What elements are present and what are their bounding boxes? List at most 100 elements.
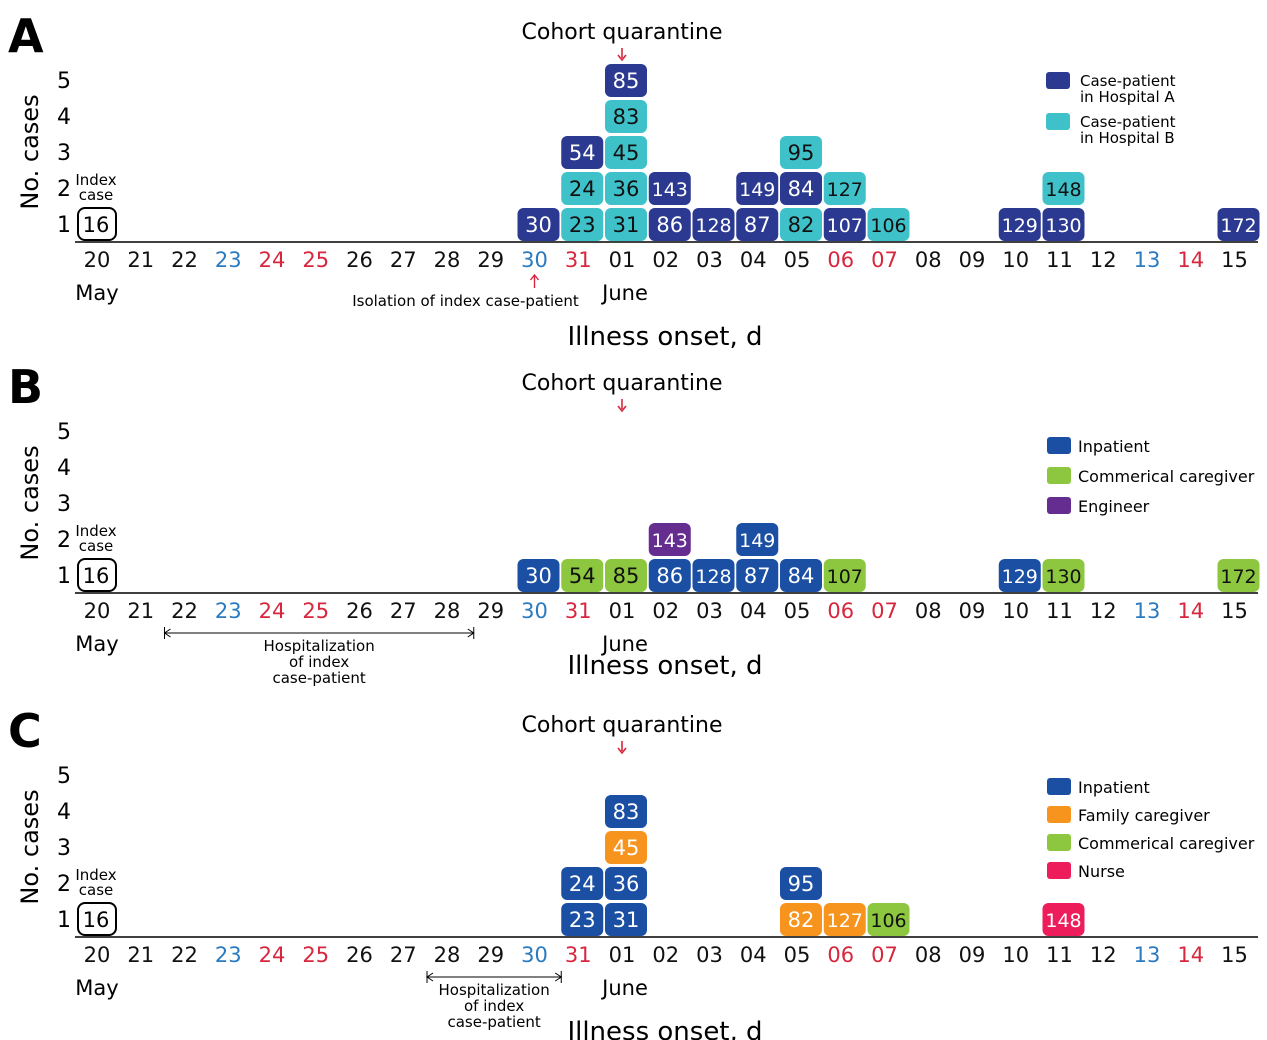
x-tick-label: 15: [1221, 248, 1248, 272]
y-tick-label: 4: [57, 456, 71, 481]
case-id-label: 24: [569, 177, 596, 201]
case-box: 87: [736, 559, 779, 592]
case-box: 84: [780, 559, 822, 592]
case-box-fill: [1217, 208, 1260, 241]
panel-label: C: [8, 704, 42, 758]
legend-swatch: [1047, 834, 1071, 851]
x-tick-label: 22: [171, 599, 198, 623]
case-id-label: 30: [525, 213, 552, 237]
case-box: 30: [517, 559, 560, 592]
x-tick-label: 03: [696, 248, 723, 272]
case-box: 54: [561, 136, 604, 169]
case-id-label: 85: [613, 69, 640, 93]
month-label: May: [75, 281, 118, 305]
case-id-label: 143: [652, 179, 688, 201]
x-tick-label: 04: [740, 599, 767, 623]
chart-title: Cohort quarantine: [522, 371, 723, 396]
x-tick-label: 02: [652, 599, 679, 623]
chart-title: Cohort quarantine: [522, 713, 723, 738]
x-tick-label: 11: [1046, 943, 1073, 967]
y-axis-label: No. cases: [16, 789, 44, 904]
x-tick-label: 26: [346, 943, 373, 967]
case-box: 36: [605, 172, 647, 205]
index-case-box: [77, 207, 117, 241]
case-box: 128: [692, 208, 735, 241]
x-tick-label: 29: [477, 599, 504, 623]
case-id-label: 31: [613, 213, 640, 237]
case-box-fill: [823, 172, 866, 205]
index-case-label: Index: [75, 866, 116, 884]
case-box: 85: [605, 64, 647, 97]
case-box-fill: [648, 523, 691, 556]
span-arrowhead: [426, 972, 434, 982]
legend-label: Case-patient: [1080, 113, 1176, 131]
case-id-label: 86: [656, 213, 683, 237]
annotation-label: Hospitalization: [264, 637, 375, 655]
x-tick-label: 05: [784, 248, 811, 272]
x-tick-label: 09: [959, 943, 986, 967]
case-id-label: 106: [870, 910, 906, 932]
case-box: 149: [736, 523, 779, 556]
case-box-fill: [517, 559, 560, 592]
case-id-label: 84: [788, 564, 815, 588]
x-tick-label: 14: [1177, 599, 1204, 623]
y-tick-label: 3: [57, 836, 71, 861]
case-box: 45: [605, 136, 647, 169]
case-id-label: 84: [788, 177, 815, 201]
case-box-fill: [780, 136, 822, 169]
x-tick-label: 21: [127, 248, 154, 272]
case-id-label: 172: [1220, 215, 1256, 237]
case-box-fill: [867, 208, 910, 241]
index-case-label: case: [79, 537, 113, 555]
case-box-fill: [605, 100, 647, 133]
case-id-label: 24: [569, 872, 596, 896]
x-tick-label: 08: [915, 599, 942, 623]
index-case-id: 16: [83, 564, 110, 588]
case-id-label: 148: [1045, 910, 1081, 932]
y-tick-label: 3: [57, 141, 71, 166]
quarantine-arrowhead: [617, 747, 627, 755]
case-box-fill: [1042, 208, 1085, 241]
x-tick-label: 20: [84, 599, 111, 623]
x-tick-label: 20: [84, 943, 111, 967]
index-case-id: 16: [83, 213, 110, 237]
case-box: 24: [561, 867, 604, 900]
case-box-fill: [517, 208, 560, 241]
x-tick-label: 27: [390, 248, 417, 272]
y-tick-label: 2: [57, 177, 71, 202]
case-box-fill: [605, 903, 647, 936]
x-tick-label: 31: [565, 599, 592, 623]
x-tick-label: 11: [1046, 248, 1073, 272]
x-tick-label: 26: [346, 599, 373, 623]
case-box: 130: [1042, 208, 1085, 241]
case-id-label: 130: [1045, 215, 1081, 237]
case-box-fill: [867, 903, 910, 936]
case-box: 148: [1042, 172, 1085, 205]
x-tick-label: 14: [1177, 943, 1204, 967]
case-id-label: 127: [827, 910, 863, 932]
case-box-fill: [736, 523, 779, 556]
case-box-fill: [561, 208, 604, 241]
x-tick-label: 13: [1134, 599, 1161, 623]
index-case-box: [77, 902, 117, 936]
legend-label: Inpatient: [1078, 778, 1150, 797]
case-box: 127: [823, 903, 866, 936]
x-tick-label: 21: [127, 943, 154, 967]
case-id-label: 83: [613, 105, 640, 129]
case-id-label: 129: [1002, 566, 1038, 588]
case-box-fill: [605, 559, 647, 592]
x-tick-label: 15: [1221, 943, 1248, 967]
index-case-label: Index: [75, 522, 116, 540]
index-case-label: Index: [75, 171, 116, 189]
case-box-fill: [1042, 903, 1085, 936]
case-box: 82: [780, 208, 822, 241]
x-tick-label: 12: [1090, 943, 1117, 967]
case-id-label: 143: [652, 530, 688, 552]
x-tick-label: 09: [959, 599, 986, 623]
legend-item: Commerical caregiver: [1047, 467, 1255, 486]
x-tick-label: 26: [346, 248, 373, 272]
y-tick-label: 5: [57, 420, 71, 445]
